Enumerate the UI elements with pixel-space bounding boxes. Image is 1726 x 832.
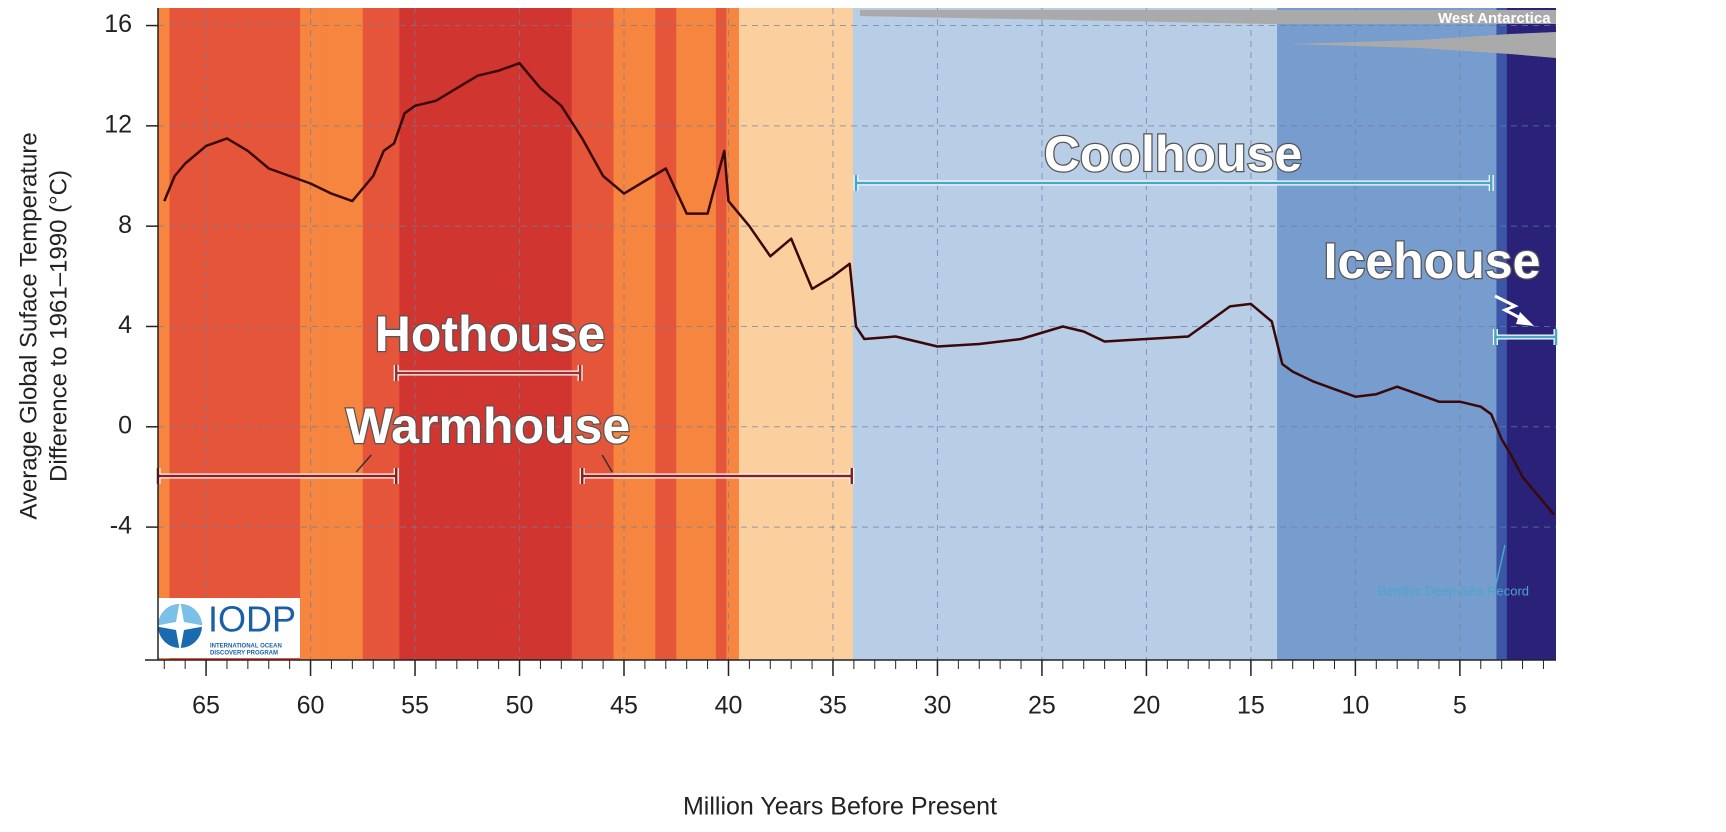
stripe bbox=[180, 8, 196, 660]
x-tick-label: 30 bbox=[924, 692, 952, 720]
x-tick-label: 40 bbox=[715, 692, 743, 720]
stripe bbox=[823, 8, 842, 660]
stripe bbox=[739, 8, 760, 660]
x-tick-label: 45 bbox=[610, 692, 638, 720]
x-tick-label: 15 bbox=[1237, 692, 1265, 720]
stripe bbox=[1277, 8, 1288, 660]
y-tick-label: -4 bbox=[110, 512, 132, 540]
stripe bbox=[1094, 8, 1126, 660]
stripe bbox=[760, 8, 781, 660]
stripe bbox=[1220, 8, 1241, 660]
stripe bbox=[1303, 8, 1324, 660]
stripe bbox=[841, 8, 853, 660]
x-tick-label: 50 bbox=[506, 692, 534, 720]
stripe bbox=[1496, 8, 1507, 660]
y-tick-label: 4 bbox=[118, 311, 132, 339]
x-tick-label: 10 bbox=[1341, 692, 1369, 720]
stripe bbox=[158, 8, 170, 660]
logo-subtitle: DISCOVERY PROGRAM bbox=[210, 651, 278, 657]
y-axis-label: Average Global Suface Temperature bbox=[15, 132, 42, 519]
annotation-label: Coolhouse bbox=[1044, 126, 1302, 182]
stripe bbox=[1167, 8, 1199, 660]
stripe bbox=[1429, 8, 1450, 660]
stripe bbox=[1528, 8, 1539, 660]
stripe bbox=[1366, 8, 1387, 660]
stripe bbox=[676, 8, 697, 660]
stripe bbox=[1507, 8, 1518, 660]
annotation-label: Icehouse bbox=[1324, 233, 1541, 289]
stripe bbox=[1517, 8, 1528, 660]
x-tick-label: 25 bbox=[1028, 692, 1056, 720]
stripe bbox=[1408, 8, 1429, 660]
record-label: Benthic Deep-Sea Record bbox=[1378, 583, 1529, 598]
stripe bbox=[716, 8, 727, 660]
y-tick-label: 8 bbox=[118, 211, 132, 239]
y-tick-label: 16 bbox=[104, 10, 132, 38]
stripe bbox=[1042, 8, 1074, 660]
x-tick-label: 55 bbox=[401, 692, 429, 720]
annotation-label: Hothouse bbox=[375, 306, 606, 362]
stripe bbox=[217, 8, 238, 660]
x-tick-label: 60 bbox=[297, 692, 325, 720]
stripe bbox=[958, 8, 1000, 660]
stripe bbox=[860, 8, 880, 660]
logo-subtitle: INTERNATIONAL OCEAN bbox=[210, 644, 282, 650]
chart: West Antarctica Hothouse Warmhouse Coolhou… bbox=[0, 0, 1726, 832]
x-tick-label: 5 bbox=[1453, 692, 1467, 720]
stripe bbox=[655, 8, 676, 660]
logo-name: IODP bbox=[208, 599, 296, 640]
stripe bbox=[1470, 8, 1486, 660]
x-tick-label: 65 bbox=[192, 692, 220, 720]
stripe bbox=[1387, 8, 1408, 660]
stripe bbox=[802, 8, 823, 660]
logo: IODP INTERNATIONAL OCEAN DISCOVERY PROGR… bbox=[150, 598, 300, 658]
stripe bbox=[1199, 8, 1220, 660]
stripe bbox=[1324, 8, 1345, 660]
stripe bbox=[634, 8, 655, 660]
stripes bbox=[158, 8, 1557, 660]
stripe bbox=[781, 8, 802, 660]
stripe bbox=[880, 8, 917, 660]
stripe bbox=[1287, 8, 1303, 660]
y-axis-label: Difference to 1961–1990 (°C) bbox=[45, 170, 72, 482]
stripe bbox=[853, 8, 861, 660]
ice-label: West Antarctica bbox=[1438, 10, 1551, 27]
stripe bbox=[321, 8, 342, 660]
stripe bbox=[342, 8, 363, 660]
x-tick-label: 35 bbox=[819, 692, 847, 720]
x-tick-label: 20 bbox=[1133, 692, 1161, 720]
stripe bbox=[237, 8, 258, 660]
stripe bbox=[697, 8, 716, 660]
stripe bbox=[1538, 8, 1549, 660]
y-tick-label: 12 bbox=[104, 110, 132, 138]
stripe bbox=[169, 8, 180, 660]
stripe bbox=[279, 8, 300, 660]
annotation-label: Warmhouse bbox=[346, 398, 630, 454]
x-axis-label: Million Years Before Present bbox=[683, 793, 997, 821]
y-tick-label: 0 bbox=[118, 411, 132, 439]
stripe bbox=[258, 8, 279, 660]
